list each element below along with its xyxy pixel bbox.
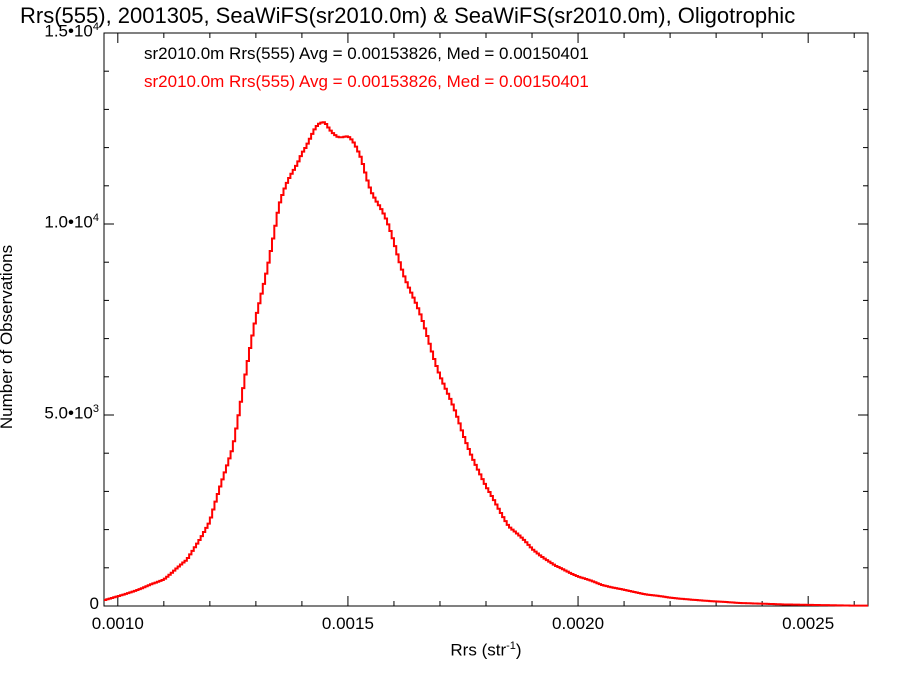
- axis-ticks: [104, 32, 868, 607]
- histogram-series-0: [104, 121, 868, 607]
- y-tick-label-base: 5.0•10: [44, 403, 93, 423]
- y-axis-label: Number of Observations: [0, 244, 16, 430]
- y-tick-label: 1.0•104: [0, 212, 99, 233]
- x-tick-label: 0.0010: [91, 614, 144, 633]
- y-tick-label: 1.5•104: [0, 21, 99, 42]
- x-tick-label: 0.0015: [321, 614, 374, 633]
- x-axis-label: Rrs (str-1): [386, 640, 586, 661]
- y-tick-label: 0: [0, 594, 99, 614]
- x-axis-label-tail: ): [515, 640, 522, 660]
- legend-entry: sr2010.0m Rrs(555) Avg = 0.00153826, Med…: [144, 72, 589, 91]
- legend-entry: sr2010.0m Rrs(555) Avg = 0.00153826, Med…: [144, 44, 589, 63]
- y-tick-label: 5.0•103: [0, 403, 99, 424]
- y-tick-label-base: 1.5•10: [44, 21, 93, 41]
- y-tick-label-exponent: 3: [92, 403, 99, 415]
- y-tick-label-base: 0: [89, 594, 99, 613]
- plot-frame: [103, 32, 869, 607]
- x-axis-label-base: Rrs (str: [450, 640, 507, 660]
- series-group: [104, 121, 868, 607]
- y-tick-label-exponent: 4: [92, 21, 99, 33]
- chart-title: Rrs(555), 2001305, SeaWiFS(sr2010.0m) & …: [20, 3, 796, 28]
- y-tick-label-exponent: 4: [92, 212, 99, 224]
- x-tick-label: 0.0020: [552, 614, 605, 633]
- x-tick-label: 0.0025: [782, 614, 835, 633]
- y-tick-label-base: 1.0•10: [44, 212, 93, 232]
- x-axis-label-exponent: -1: [506, 640, 516, 652]
